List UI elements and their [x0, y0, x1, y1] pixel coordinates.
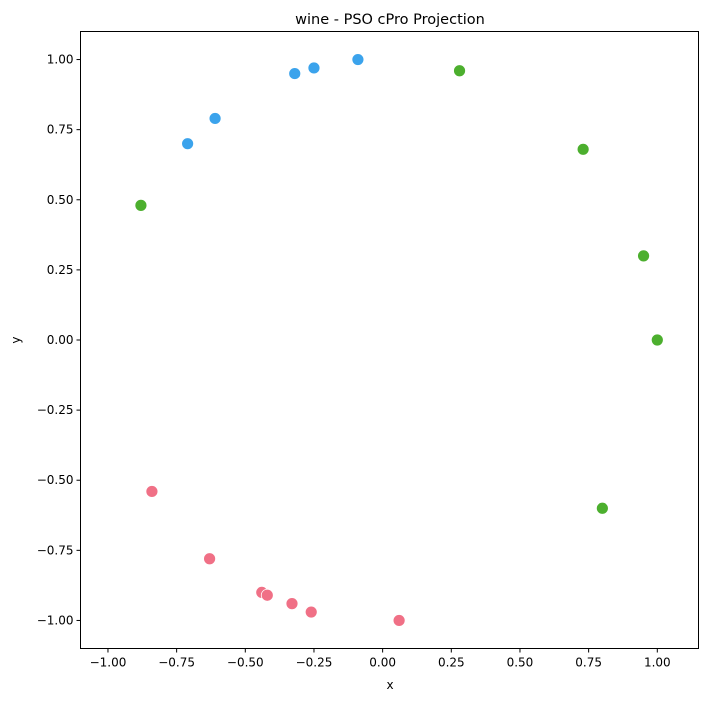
data-point-series-3: [392, 614, 406, 627]
x-axis: −1.00 −0.75 −0.50 −0.25 0.00 0.25 0.50 0.75 1.00: [90, 648, 671, 670]
y-tick-label: 0.50: [47, 193, 74, 207]
y-tick-label: 0.75: [47, 123, 74, 137]
x-tick-label: 0.25: [438, 656, 465, 670]
chart-title: wine - PSO cPro Projection: [295, 12, 485, 28]
data-point-series-2: [650, 333, 664, 347]
data-points: [134, 53, 664, 627]
x-axis-label: x: [386, 678, 393, 692]
data-point-series-3: [145, 485, 159, 498]
data-point-series-2: [134, 198, 148, 212]
x-tick-label: 0.00: [369, 656, 396, 670]
x-tick-label: 0.75: [575, 656, 602, 670]
data-point-series-3: [285, 597, 299, 611]
y-tick-label: −0.75: [37, 543, 74, 557]
data-point-series-1: [181, 137, 195, 151]
data-point-series-2: [595, 501, 609, 515]
y-axis: 1.00 0.75 0.50 0.25 0.00 −0.25 −0.50 −0.75 −1.00: [37, 53, 81, 627]
x-tick-label: 1.00: [644, 656, 671, 670]
data-point-series-1: [208, 112, 222, 125]
data-point-series-3: [260, 588, 274, 602]
data-point-series-2: [453, 64, 466, 78]
y-tick-label: 0.00: [47, 333, 74, 347]
data-point-series-1: [288, 67, 302, 80]
data-point-series-3: [304, 605, 318, 619]
y-tick-label: −0.25: [37, 403, 74, 417]
y-tick-label: −1.00: [37, 613, 74, 627]
data-point-series-2: [576, 142, 590, 156]
x-tick-label: −0.25: [296, 656, 333, 670]
y-tick-label: 1.00: [47, 53, 74, 67]
data-point-series-1: [351, 53, 365, 66]
x-tick-label: −0.75: [158, 656, 195, 670]
x-tick-label: −0.50: [227, 656, 264, 670]
x-tick-label: 0.50: [507, 656, 534, 670]
data-point-series-3: [203, 552, 216, 566]
y-axis-label: y: [9, 336, 23, 343]
x-tick-label: −1.00: [90, 656, 127, 670]
plot-area: [80, 31, 699, 649]
y-tick-label: −0.50: [37, 473, 74, 487]
data-point-series-2: [637, 249, 650, 263]
data-point-series-1: [307, 61, 321, 75]
y-tick-label: 0.25: [47, 263, 74, 277]
